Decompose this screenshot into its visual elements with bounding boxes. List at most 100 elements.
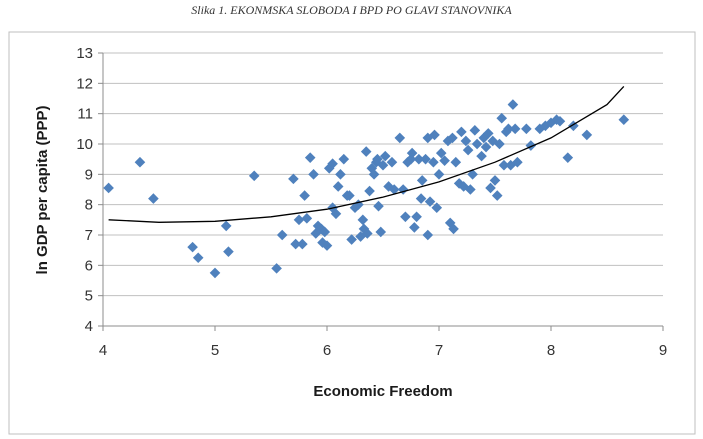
data-point — [456, 126, 467, 138]
data-point — [321, 240, 333, 251]
data-point — [465, 184, 476, 195]
data-point — [192, 252, 204, 264]
data-point — [409, 222, 420, 233]
data-point — [429, 129, 440, 141]
data-point — [319, 226, 331, 238]
y-tick-label: 6 — [85, 257, 93, 274]
x-tick-label: 5 — [211, 342, 219, 359]
data-point — [327, 158, 338, 170]
data-point — [372, 153, 383, 165]
x-axis-title: Economic Freedom — [313, 383, 452, 400]
y-tick-label: 9 — [85, 166, 93, 183]
data-point — [458, 181, 469, 192]
data-point — [498, 159, 510, 171]
data-point — [422, 132, 434, 144]
data-point — [386, 156, 398, 168]
data-point — [288, 173, 299, 185]
data-point — [521, 123, 532, 135]
y-axis-title: ln GDP per capita (PPP) — [34, 106, 51, 275]
data-point — [442, 135, 454, 147]
x-tick-labels: 4 5 6 7 8 9 — [99, 326, 667, 359]
data-point — [344, 190, 355, 201]
data-point — [415, 193, 427, 204]
y-tick-label: 10 — [76, 136, 93, 153]
data-point — [353, 199, 364, 210]
data-point — [480, 141, 492, 153]
axes — [102, 53, 663, 327]
y-tick-label: 13 — [76, 45, 93, 62]
data-point — [220, 220, 232, 232]
data-point — [323, 162, 335, 174]
data-point — [223, 246, 234, 257]
y-tick-labels: 4 5 6 7 8 9 10 11 12 13 — [76, 45, 103, 335]
data-point — [383, 181, 394, 192]
data-point — [424, 196, 436, 207]
x-tick-label: 4 — [99, 342, 107, 359]
data-point — [312, 220, 324, 232]
data-point — [357, 214, 369, 226]
data-point — [346, 234, 357, 245]
trend-line — [108, 85, 625, 223]
data-point — [103, 182, 114, 194]
data-point — [489, 175, 501, 186]
data-point — [482, 128, 494, 139]
data-point — [447, 132, 458, 144]
data-point — [428, 156, 439, 168]
data-point — [503, 123, 514, 135]
data-point — [416, 175, 428, 186]
data-point — [276, 229, 288, 241]
data-point — [460, 135, 472, 147]
data-point — [433, 169, 445, 180]
data-point — [435, 147, 447, 159]
data-point — [379, 150, 391, 162]
data-point — [316, 223, 327, 235]
data-point — [310, 228, 322, 239]
data-point — [366, 162, 378, 174]
x-tick-label: 7 — [435, 342, 443, 359]
data-point — [448, 223, 459, 235]
data-point — [494, 138, 505, 150]
data-point — [509, 123, 521, 135]
data-point — [332, 181, 344, 192]
data-point — [301, 213, 313, 224]
data-point — [467, 169, 478, 180]
data-point — [304, 152, 316, 163]
x-tick-label: 8 — [547, 342, 555, 359]
data-point — [397, 184, 409, 195]
y-tick-label: 11 — [77, 106, 93, 123]
data-point — [375, 226, 387, 238]
data-point — [308, 169, 319, 180]
figure-caption: Slika 1. EKONMSKA SLOBODA I BPD PO GLAVI… — [191, 3, 512, 17]
data-point — [462, 144, 474, 156]
data-point — [377, 159, 389, 171]
data-point — [422, 229, 434, 241]
data-point — [362, 228, 373, 239]
data-point — [373, 200, 384, 212]
data-point — [293, 214, 305, 226]
data-point — [545, 117, 557, 129]
data-point — [554, 115, 566, 127]
data-point — [469, 125, 481, 136]
data-point — [290, 238, 301, 250]
y-tick-label: 5 — [85, 288, 93, 305]
y-tick-label: 4 — [85, 318, 93, 335]
data-point — [450, 156, 462, 168]
data-point — [507, 99, 519, 110]
data-points — [103, 99, 630, 279]
data-point — [388, 184, 400, 195]
x-tick-label: 6 — [323, 342, 331, 359]
data-point — [368, 169, 380, 180]
data-point — [406, 147, 418, 159]
data-point — [491, 190, 503, 201]
data-point — [453, 178, 465, 189]
x-tick-label: 9 — [659, 342, 667, 359]
data-point — [512, 156, 523, 168]
data-point — [297, 238, 308, 250]
data-point — [338, 153, 350, 165]
data-point — [364, 185, 375, 197]
data-point — [405, 153, 417, 165]
data-point — [618, 114, 630, 126]
data-point — [439, 155, 450, 166]
data-point — [299, 190, 310, 201]
